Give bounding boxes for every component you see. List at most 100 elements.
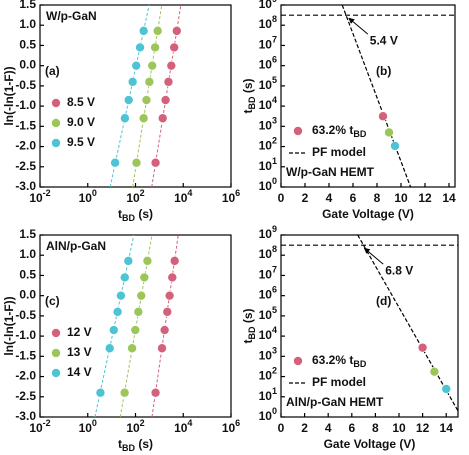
- annotation-arrow: [348, 17, 369, 35]
- y-tick-label-part: 9: [272, 224, 277, 234]
- y-tick-label: 100: [259, 176, 277, 193]
- y-tick-label-part: -0.5: [15, 78, 36, 92]
- y-tick-label-part: 10: [259, 98, 273, 112]
- y-tick-label-part: 10: [259, 17, 273, 31]
- y-tick-label-part: 1.5: [19, 227, 36, 241]
- data-point: [172, 26, 182, 36]
- y-tick-label-part: 4: [272, 325, 277, 335]
- data-point: [157, 113, 168, 124]
- y-tick-label-part: 0: [272, 176, 277, 186]
- panel-tag: W/p-GaN: [46, 9, 97, 23]
- data-point: [169, 256, 180, 266]
- y-tick-label: -1.0: [15, 328, 36, 342]
- y-tick-label-part: 0: [272, 406, 277, 416]
- x-tick-label-part: 10: [126, 191, 140, 205]
- y-tick-label-part: 10: [259, 159, 273, 173]
- data-point: [110, 157, 120, 168]
- legend-marker: [51, 118, 61, 128]
- legend-marker: [51, 348, 61, 358]
- device-label: AlN/p-GaN HEMT: [286, 395, 384, 409]
- y-tick-label-part: 10: [259, 288, 273, 302]
- legend-label-part: BD: [353, 359, 366, 369]
- x-tick-label-part: 10: [79, 191, 93, 205]
- y-tick-label-part: -3.0: [15, 409, 36, 423]
- y-tick-label-part: 9: [272, 0, 277, 4]
- y-tick-label: 105: [259, 75, 277, 92]
- y-tick-label: -2.0: [15, 369, 36, 383]
- x-axis-label-part: Gate Voltage (V): [322, 207, 414, 221]
- y-axis-label: ln(-ln(1-F)): [2, 66, 16, 125]
- y-tick-label-part: 8: [272, 245, 277, 255]
- x-tick-label-part: 0: [278, 421, 285, 435]
- x-tick-label: 8: [372, 421, 379, 435]
- y-tick-label-part: 2: [272, 136, 277, 146]
- y-tick-label-part: -3.0: [15, 179, 36, 193]
- x-tick-label: 4: [326, 191, 333, 205]
- x-tick-label-part: 10: [392, 421, 406, 435]
- y-tick-label-part: 10: [259, 119, 273, 133]
- data-point: [138, 113, 149, 124]
- y-axis-label-part: (s): [241, 308, 255, 326]
- y-tick-label-part: 1.0: [19, 17, 36, 31]
- data-point: [417, 342, 428, 353]
- y-tick-label-part: -2.5: [15, 159, 36, 173]
- y-tick-label-part: 10: [259, 58, 273, 72]
- annotation-label: 6.8 V: [385, 263, 413, 277]
- data-point: [429, 366, 440, 377]
- x-tick-label-part: 8: [374, 191, 381, 205]
- data-point: [120, 113, 130, 124]
- y-axis-label: tBD (s): [241, 78, 257, 113]
- y-tick-label: -3.0: [15, 179, 36, 193]
- x-tick-label-part: 2: [140, 188, 145, 198]
- y-tick-label: -1.5: [15, 119, 36, 133]
- data-point: [131, 60, 142, 71]
- x-tick-label-part: 12: [416, 421, 430, 435]
- legend-marker: [51, 328, 61, 338]
- x-tick-label-part: 14: [440, 421, 454, 435]
- data-point: [104, 343, 115, 354]
- x-tick-label-part: 8: [372, 421, 379, 435]
- x-tick-label-part: 14: [442, 191, 456, 205]
- data-point: [131, 157, 142, 168]
- y-tick-label-part: 0.0: [19, 288, 36, 302]
- data-point: [139, 272, 150, 283]
- y-axis-label-part: BD: [247, 96, 257, 109]
- pf-model-line: [357, 234, 459, 412]
- data-point: [95, 387, 106, 398]
- x-tick-label-part: 4: [187, 418, 192, 428]
- y-tick-label-part: 0.5: [19, 268, 36, 282]
- panel-label: (b): [376, 64, 391, 78]
- legend-label: 14 V: [67, 365, 92, 379]
- annotation-arrow: [363, 247, 384, 265]
- y-tick-label-part: 10: [259, 328, 273, 342]
- x-tick-label-part: 10: [222, 191, 236, 205]
- x-tick-label: 12: [418, 191, 432, 205]
- x-tick-label: 2: [302, 191, 309, 205]
- y-tick-label-part: 7: [272, 265, 277, 275]
- y-tick-label-part: 1.0: [19, 247, 36, 261]
- x-tick-label: 6: [350, 191, 357, 205]
- x-tick-label-part: 6: [235, 188, 240, 198]
- y-tick-label: -3.0: [15, 409, 36, 423]
- legend-marker: [51, 98, 61, 108]
- x-tick-label-part: 6: [235, 418, 240, 428]
- legend-label-part: BD: [353, 129, 366, 139]
- legend-label: 9.5 V: [67, 135, 95, 149]
- x-tick-label-part: 0: [92, 188, 97, 198]
- x-axis-label: Gate Voltage (V): [322, 207, 414, 221]
- x-tick-label: 10-2: [29, 418, 50, 435]
- y-tick-label-part: -1.5: [15, 349, 36, 363]
- x-tick-label: 10-2: [29, 188, 50, 205]
- y-tick-label: 107: [259, 35, 277, 52]
- y-tick-label-part: 1: [272, 386, 277, 396]
- y-tick-label-part: 3: [272, 346, 277, 356]
- y-tick-label: 102: [259, 366, 277, 383]
- x-axis-label-part: (s): [135, 207, 153, 221]
- data-point: [130, 325, 141, 335]
- plot-frame: [280, 4, 456, 188]
- x-tick-label: 14: [440, 421, 454, 435]
- x-tick-label-part: 10: [79, 421, 93, 435]
- y-tick-label: 102: [259, 136, 277, 153]
- data-point: [150, 157, 161, 168]
- legend-label: 63.2% tBD: [312, 353, 367, 369]
